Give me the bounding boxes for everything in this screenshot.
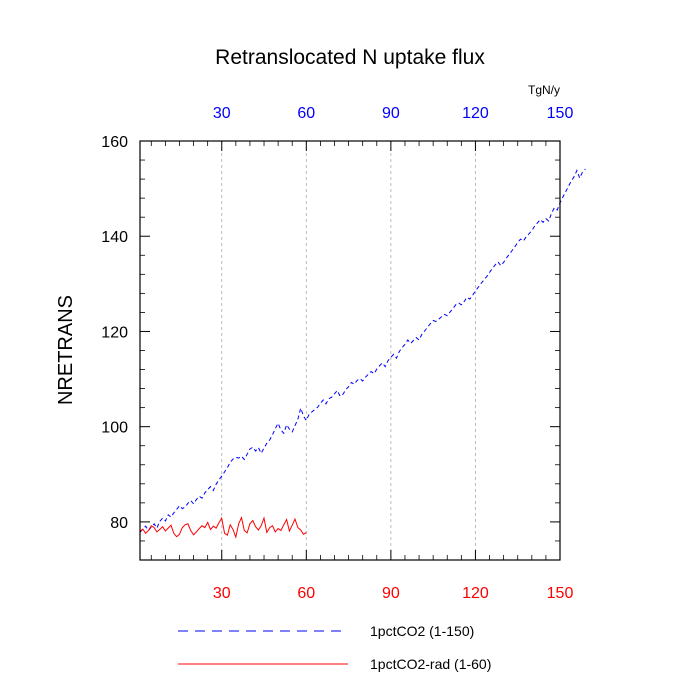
x-tick-label-top-90: 90: [382, 105, 400, 122]
x-tick-label-bottom-150: 150: [547, 585, 574, 602]
x-tick-label-top-150: 150: [547, 105, 574, 122]
units-label: TgN/y: [528, 83, 560, 97]
legend: 1pctCO2 (1-150) 1pctCO2-rad (1-60): [178, 623, 491, 672]
series-line-1: [139, 168, 586, 533]
grid-layer: [221, 141, 476, 560]
y-tick-label-80: 80: [110, 515, 128, 532]
y-tick-label-120: 120: [101, 324, 128, 341]
x-tick-label-top-120: 120: [462, 105, 489, 122]
x-tick-label-top-60: 60: [297, 105, 315, 122]
y-axis-label: NRETRANS: [55, 295, 77, 405]
x-tick-label-bottom-60: 60: [297, 585, 315, 602]
legend-label-1: 1pctCO2 (1-150): [370, 623, 474, 639]
y-tick-label-160: 160: [101, 134, 128, 151]
x-tick-label-bottom-30: 30: [213, 585, 231, 602]
x-tick-label-bottom-90: 90: [382, 585, 400, 602]
chart-title: Retranslocated N uptake flux: [215, 46, 485, 69]
series-line-2: [139, 516, 307, 539]
y-tick-label-100: 100: [101, 420, 128, 437]
y-tick-label-140: 140: [101, 229, 128, 246]
plot-frame: [139, 140, 561, 561]
tick-layer: 80 100 120 140 160 30 60 90 120 150 30 60 90 120 150: [101, 105, 573, 602]
series-layer: [139, 168, 586, 539]
legend-label-2: 1pctCO2-rad (1-60): [370, 656, 491, 672]
x-tick-label-top-30: 30: [213, 105, 231, 122]
x-tick-label-bottom-120: 120: [462, 585, 489, 602]
